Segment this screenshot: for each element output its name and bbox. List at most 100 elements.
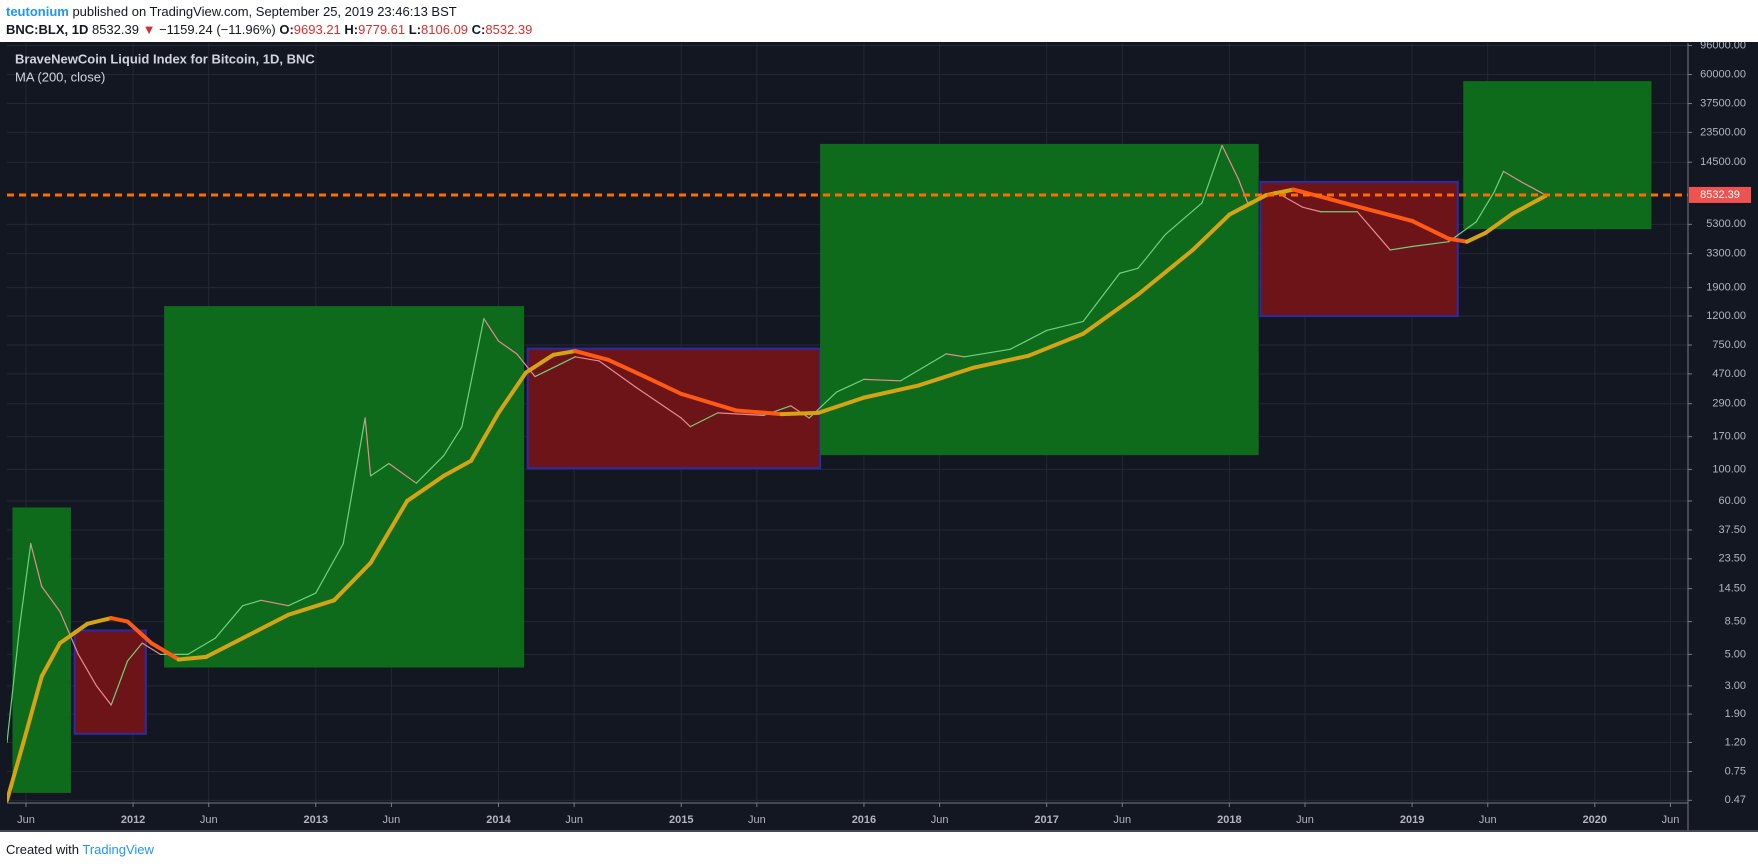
ohlc-label: C:: [471, 22, 486, 37]
price-segment: [1119, 267, 1139, 274]
last-price: 8532.39: [91, 22, 139, 37]
price-segment: [680, 417, 691, 428]
price-segment: [126, 642, 143, 662]
ma-segment: [332, 560, 373, 603]
y-tick-label: 96000.00: [1700, 42, 1746, 51]
price-segment: [863, 378, 902, 382]
legend-entry: MA (200, close): [15, 69, 105, 84]
y-tick-label: 290.00: [1712, 398, 1746, 410]
price-segment: [1137, 233, 1167, 269]
x-tick-label: 2019: [1400, 814, 1424, 826]
price-segment: [388, 462, 417, 484]
ma-segment: [1364, 206, 1415, 223]
ma-segment: [85, 616, 114, 626]
x-tick-label: Jun: [931, 814, 949, 826]
ma-segment: [1446, 236, 1469, 244]
publish-line: teutonium published on TradingView.com, …: [6, 4, 457, 19]
symbol-line: BNC:BLX, 1D 8532.39 ▼ −1159.24 (−11.96%)…: [6, 22, 532, 37]
ma-segment: [551, 349, 578, 357]
direction: ▼: [142, 22, 156, 37]
price-segment: [1009, 329, 1048, 350]
ma-segment: [606, 357, 647, 379]
price-segment: [364, 417, 372, 477]
price-segment: [187, 637, 216, 655]
price-segment: [110, 660, 129, 706]
ma-segment: [39, 641, 62, 679]
range-box: [820, 143, 1259, 456]
price-segment: [1046, 320, 1084, 332]
ma-segment: [971, 353, 1031, 370]
y-tick-label: 60000.00: [1700, 68, 1746, 80]
ma-segment: [1318, 194, 1369, 211]
price-segment: [141, 642, 162, 655]
ohlc-label: L:: [408, 22, 422, 37]
ohlc-label: O:: [279, 22, 294, 37]
ma-segment: [1136, 247, 1195, 297]
y-tick-label: 100.00: [1712, 463, 1746, 475]
ma-segment: [816, 395, 866, 415]
ma-segment: [149, 641, 181, 662]
price-segment: [497, 340, 518, 355]
price-segment: [1201, 144, 1223, 204]
price-segment: [634, 386, 682, 419]
x-tick-label: 2012: [121, 814, 145, 826]
brand-link[interactable]: TradingView: [82, 842, 154, 857]
x-tick-label: Jun: [1662, 814, 1680, 826]
symbol: BNC:BLX, 1D: [6, 22, 89, 37]
price-segment: [835, 378, 865, 393]
ma-segment: [496, 370, 528, 415]
price-segment: [1411, 241, 1450, 248]
x-tick-label: Jun: [17, 814, 35, 826]
ohlc-value: 9779.61: [358, 22, 406, 37]
price-segment: [1164, 202, 1203, 236]
range-box: [164, 306, 525, 668]
price-segment: [945, 353, 966, 358]
x-tick-label: Jun: [1479, 814, 1497, 826]
price-segment: [717, 412, 765, 416]
ma-segment: [176, 654, 209, 662]
price-segment: [689, 412, 719, 428]
price-segment: [1301, 206, 1322, 213]
y-tick-label: 0.75: [1725, 765, 1746, 777]
publisher[interactable]: teutonium: [6, 4, 69, 19]
x-tick-label: 2020: [1583, 814, 1607, 826]
y-tick-label: 60.00: [1718, 495, 1746, 507]
price-segment: [1082, 272, 1121, 322]
x-tick-label: Jun: [565, 814, 583, 826]
last-price-label: 8532.39: [1700, 189, 1740, 201]
ohlc-label: H:: [344, 22, 359, 37]
y-tick-label: 170.00: [1712, 431, 1746, 443]
range-box: [73, 629, 147, 735]
price-segment: [415, 455, 445, 484]
price-segment: [443, 426, 463, 457]
change: −1159.24 (−11.96%): [159, 22, 276, 37]
price-segment: [1493, 170, 1505, 193]
chart: 0.47 0.75 1.20 1.90 3.00 5.00 8.50 14.50 23.50 37…: [0, 42, 1758, 832]
price-segment: [59, 610, 79, 655]
y-tick-label: 23500.00: [1700, 126, 1746, 138]
ma-segment: [1464, 231, 1488, 244]
y-tick-label: 23.50: [1718, 553, 1746, 565]
price-segment: [574, 356, 600, 362]
ma-segment: [469, 410, 501, 463]
price-segment: [899, 353, 947, 382]
price-segment: [370, 462, 390, 477]
price-segment: [534, 356, 576, 378]
x-tick-label: Jun: [1296, 814, 1314, 826]
ma-segment: [523, 352, 556, 375]
ma-segment: [1026, 331, 1086, 358]
x-tick-label: 2014: [486, 814, 511, 826]
price-segment: [287, 592, 317, 607]
price-segment: [598, 360, 637, 388]
y-tick-label: 750.00: [1712, 339, 1746, 351]
y-tick-label: 5300.00: [1706, 218, 1746, 230]
ma-segment: [125, 619, 154, 646]
ma-segment: [1081, 292, 1141, 336]
y-tick-label: 3300.00: [1706, 247, 1746, 259]
ohlc-value: 9693.21: [293, 22, 341, 37]
y-tick-label: 8.50: [1725, 616, 1746, 628]
y-tick-label: 1.20: [1725, 736, 1746, 748]
ma-segment: [679, 391, 739, 413]
x-tick-label: 2016: [852, 814, 876, 826]
ma-segment: [1190, 212, 1232, 252]
